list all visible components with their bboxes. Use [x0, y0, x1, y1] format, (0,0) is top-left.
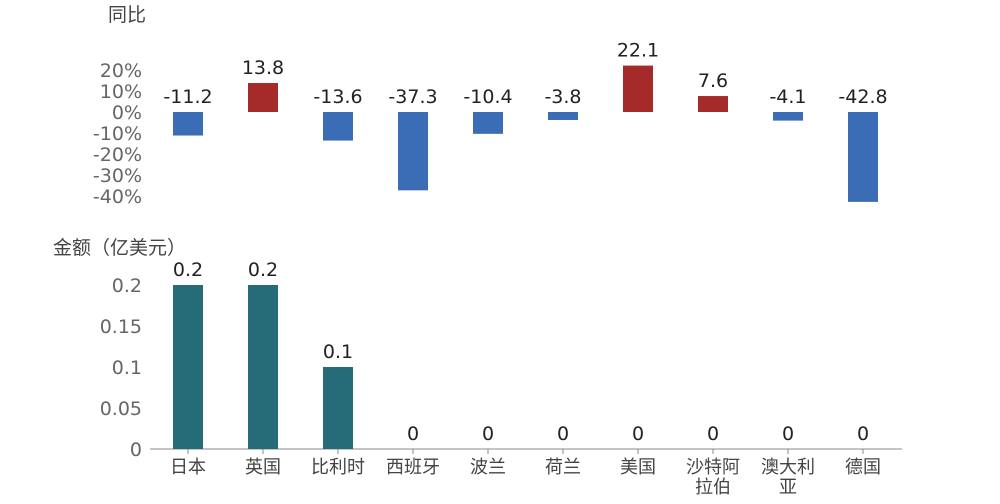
yoy-data-label: -13.6 — [313, 86, 362, 108]
amount-tick-label: 0.15 — [100, 316, 142, 338]
yoy-bar — [473, 112, 503, 134]
category-label: 德国 — [845, 457, 881, 478]
category-label: 日本 — [170, 457, 206, 478]
yoy-tick-label: -40% — [93, 186, 142, 208]
amount-data-label: 0 — [857, 423, 869, 445]
yoy-bar — [398, 112, 428, 191]
yoy-bar — [773, 112, 803, 121]
amount-data-label: 0.2 — [248, 259, 278, 281]
yoy-data-label: -42.8 — [838, 86, 887, 108]
amount-bar — [248, 285, 278, 449]
amount-data-label: 0 — [782, 423, 794, 445]
yoy-bar — [248, 83, 278, 112]
yoy-data-label: -3.8 — [544, 86, 581, 108]
yoy-bar — [623, 65, 653, 112]
yoy-bar — [323, 112, 353, 141]
yoy-data-label: 7.6 — [698, 70, 728, 92]
yoy-bar — [848, 112, 878, 202]
category-label: 西班牙 — [386, 457, 440, 478]
category-label: 波兰 — [470, 457, 506, 478]
amount-tick-label: 0.1 — [112, 357, 142, 379]
category-label: 英国 — [245, 457, 281, 478]
yoy-data-label: 13.8 — [242, 57, 284, 79]
category-label: 荷兰 — [545, 457, 581, 478]
amount-axis-title: 金额（亿美元） — [53, 237, 186, 259]
yoy-data-label: 22.1 — [617, 40, 659, 62]
yoy-data-label: -11.2 — [163, 86, 212, 108]
yoy-bar — [548, 112, 578, 120]
amount-data-label: 0 — [707, 423, 719, 445]
yoy-tick-label: -10% — [93, 123, 142, 145]
yoy-axis-title: 同比 — [108, 4, 146, 26]
amount-tick-label: 0.05 — [100, 398, 142, 420]
yoy-tick-label: 0% — [112, 102, 142, 124]
amount-data-label: 0 — [632, 423, 644, 445]
amount-data-label: 0.1 — [323, 341, 353, 363]
category-label: 亚 — [779, 477, 797, 498]
category-label: 拉伯 — [695, 477, 731, 498]
yoy-tick-label: 20% — [100, 60, 142, 82]
yoy-tick-label: -20% — [93, 144, 142, 166]
yoy-data-label: -10.4 — [463, 86, 512, 108]
amount-data-label: 0 — [557, 423, 569, 445]
category-label: 美国 — [620, 457, 656, 478]
amount-tick-label: 0 — [130, 439, 142, 461]
yoy-tick-label: 10% — [100, 81, 142, 103]
amount-data-label: 0 — [407, 423, 419, 445]
amount-bar-chart: 0.2 0.15 0.1 0.05 0 0.2 日本 0.2 英国 0.1 比利时 0 西班牙 0 波兰 0 荷… — [100, 259, 902, 498]
yoy-data-label: -4.1 — [769, 86, 806, 108]
amount-bar — [323, 367, 353, 449]
yoy-bar — [173, 112, 203, 136]
category-label: 比利时 — [311, 457, 365, 478]
yoy-data-label: -37.3 — [388, 86, 437, 108]
category-label: 澳大利 — [761, 457, 815, 478]
yoy-bar — [698, 96, 728, 112]
category-label: 沙特阿 — [686, 457, 740, 478]
amount-bar — [173, 285, 203, 449]
amount-tick-label: 0.2 — [112, 275, 142, 297]
yoy-bar-chart: 20%10%0%-10%-20%-30%-40% -11.2 13.8 -13.6 -3… — [93, 40, 888, 208]
amount-data-label: 0 — [482, 423, 494, 445]
amount-data-label: 0.2 — [173, 259, 203, 281]
yoy-tick-label: -30% — [93, 165, 142, 187]
